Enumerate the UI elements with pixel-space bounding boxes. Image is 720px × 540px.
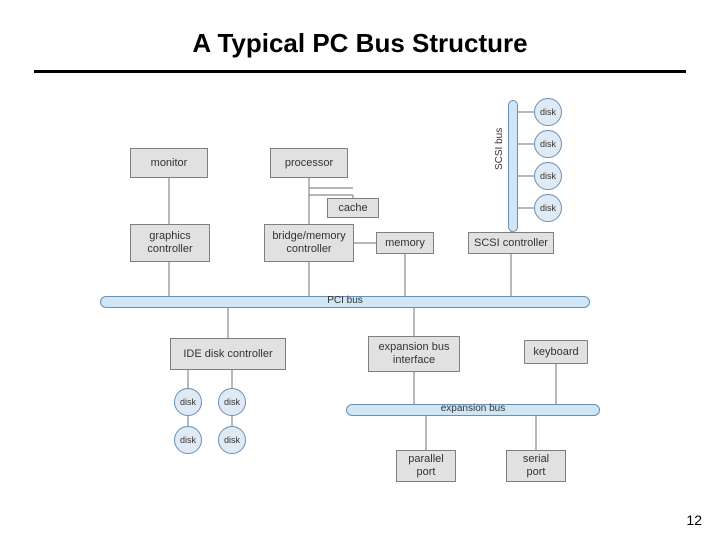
node-serial: serial port (506, 450, 566, 482)
node-processor: processor (270, 148, 348, 178)
node-cache: cache (327, 198, 379, 218)
bus-label-scsi: SCSI bus (494, 110, 505, 170)
disk-d4: disk (534, 194, 562, 222)
disk-d3: disk (534, 162, 562, 190)
page-number: 12 (686, 512, 702, 528)
bus-scsi (508, 100, 518, 232)
disk-i2: disk (218, 388, 246, 416)
node-ebi: expansion bus interface (368, 336, 460, 372)
disk-d1: disk (534, 98, 562, 126)
connector-lines (0, 0, 720, 540)
disk-i4: disk (218, 426, 246, 454)
node-memory: memory (376, 232, 434, 254)
disk-i3: disk (174, 426, 202, 454)
node-keyboard: keyboard (524, 340, 588, 364)
node-gfx: graphics controller (130, 224, 210, 262)
disk-d2: disk (534, 130, 562, 158)
bus-label-exp: expansion bus (438, 403, 508, 414)
page-title: A Typical PC Bus Structure (0, 28, 720, 59)
node-bridge: bridge/memory controller (264, 224, 354, 262)
node-ide: IDE disk controller (170, 338, 286, 370)
node-parallel: parallel port (396, 450, 456, 482)
node-monitor: monitor (130, 148, 208, 178)
title-rule (34, 70, 686, 73)
bus-label-pci: PCI bus (310, 295, 380, 306)
node-scsi_ctrl: SCSI controller (468, 232, 554, 254)
disk-i1: disk (174, 388, 202, 416)
